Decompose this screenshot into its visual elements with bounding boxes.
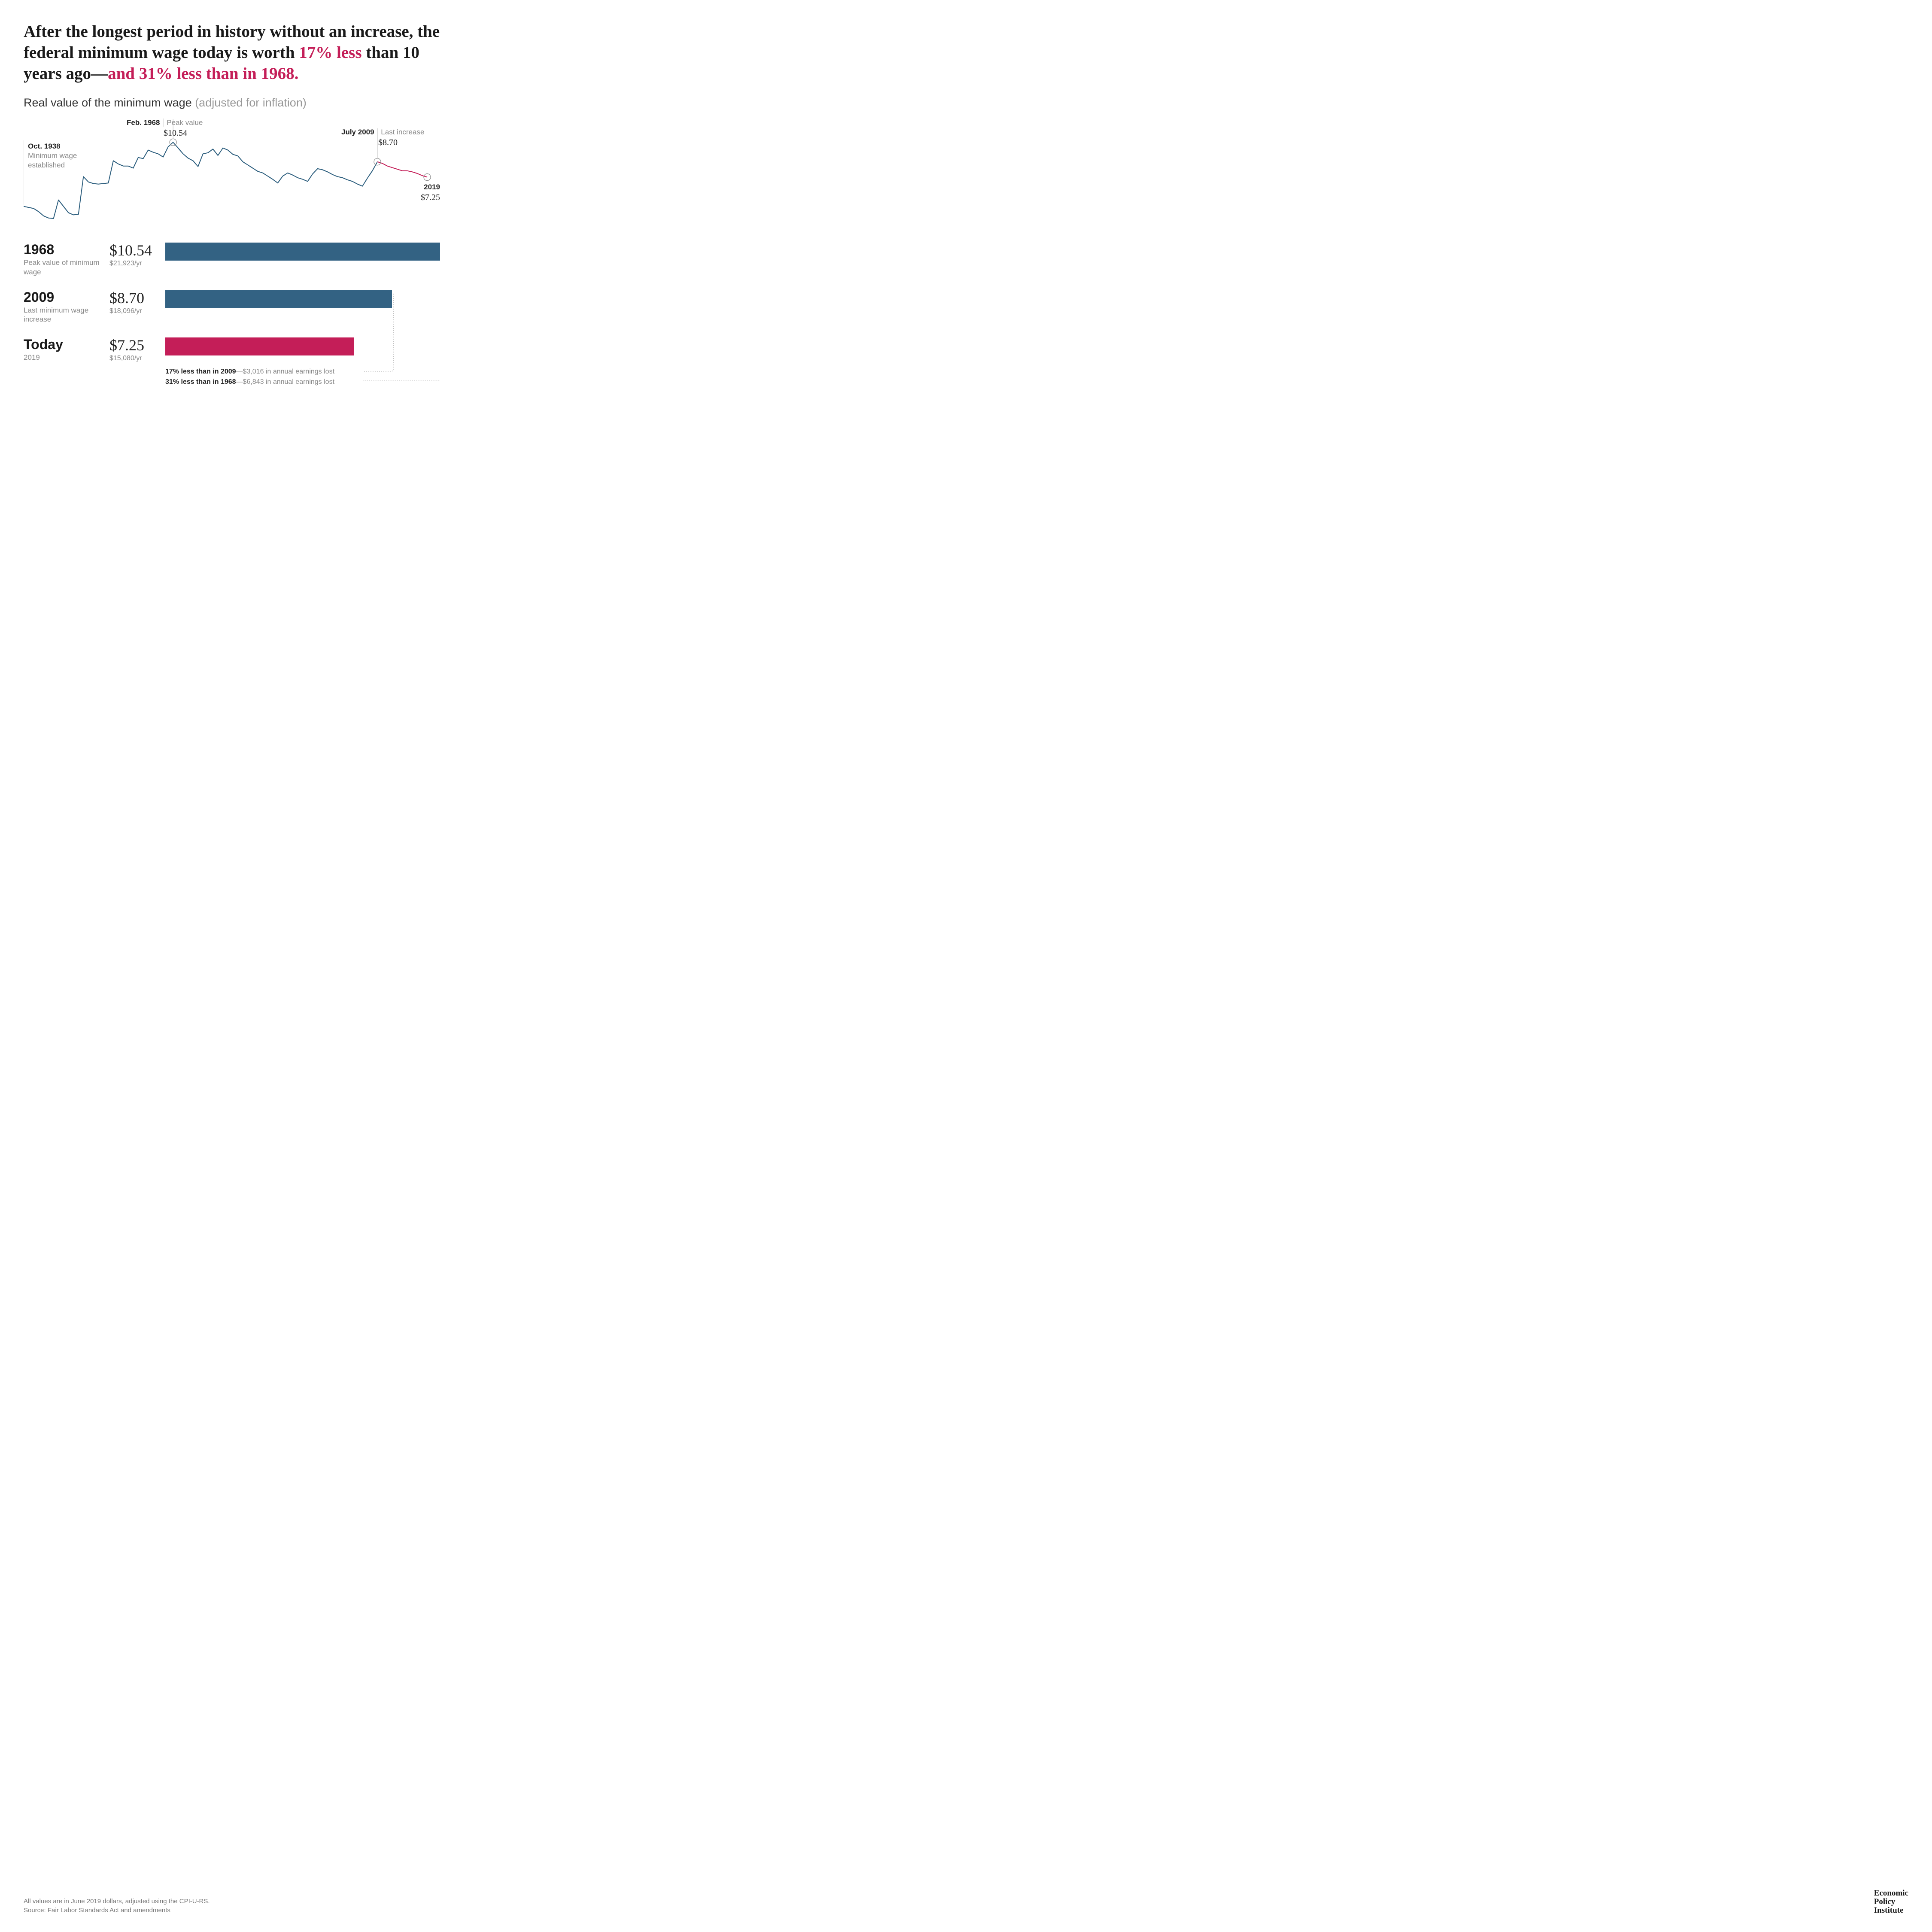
bar-track bbox=[165, 337, 440, 355]
bar-track bbox=[165, 243, 440, 261]
headline: After the longest period in history with… bbox=[24, 21, 440, 84]
subtitle-gray: (adjusted for inflation) bbox=[195, 96, 307, 109]
headline-red2: and 31% less than in 1968. bbox=[108, 64, 298, 83]
logo: Economic Policy Institute bbox=[1874, 1889, 1908, 1915]
bar-row: Today2019$7.25$15,080/yr bbox=[24, 337, 440, 362]
bar-fill bbox=[165, 243, 440, 261]
bar-label: Today2019 bbox=[24, 337, 109, 362]
bar-fill bbox=[165, 337, 354, 355]
annotation-last: July 2009 Last increase $8.70 bbox=[341, 128, 424, 148]
bar-value: $8.70$18,096/yr bbox=[109, 290, 165, 315]
bar-row: 1968Peak value of minimum wage$10.54$21,… bbox=[24, 243, 440, 276]
bar-track bbox=[165, 290, 440, 308]
footer: All values are in June 2019 dollars, adj… bbox=[24, 1889, 1908, 1915]
footnotes: All values are in June 2019 dollars, adj… bbox=[24, 1897, 210, 1915]
headline-red1: 17% less bbox=[299, 43, 361, 62]
bar-value: $10.54$21,923/yr bbox=[109, 243, 165, 267]
bar-value: $7.25$15,080/yr bbox=[109, 337, 165, 362]
subtitle-main: Real value of the minimum wage bbox=[24, 96, 195, 109]
bar-row: 2009Last minimum wage increase$8.70$18,0… bbox=[24, 290, 440, 324]
bar-fill bbox=[165, 290, 392, 308]
comparison-lines: 17% less than in 2009—$3,016 in annual e… bbox=[165, 367, 440, 387]
annotation-end: 2019 $7.25 bbox=[421, 182, 440, 203]
comparison-line: 31% less than in 1968—$6,843 in annual e… bbox=[165, 377, 440, 387]
bar-label: 2009Last minimum wage increase bbox=[24, 290, 109, 324]
annotation-peak: Feb. 1968 Peak value $10.54 bbox=[127, 118, 203, 139]
line-chart: Oct. 1938 Minimum wage established Feb. … bbox=[24, 118, 440, 230]
comparison-line: 17% less than in 2009—$3,016 in annual e… bbox=[165, 367, 440, 377]
bars-section: 1968Peak value of minimum wage$10.54$21,… bbox=[24, 243, 440, 387]
annotation-start: Oct. 1938 Minimum wage established bbox=[28, 142, 79, 170]
subtitle: Real value of the minimum wage (adjusted… bbox=[24, 96, 440, 109]
bar-label: 1968Peak value of minimum wage bbox=[24, 243, 109, 276]
